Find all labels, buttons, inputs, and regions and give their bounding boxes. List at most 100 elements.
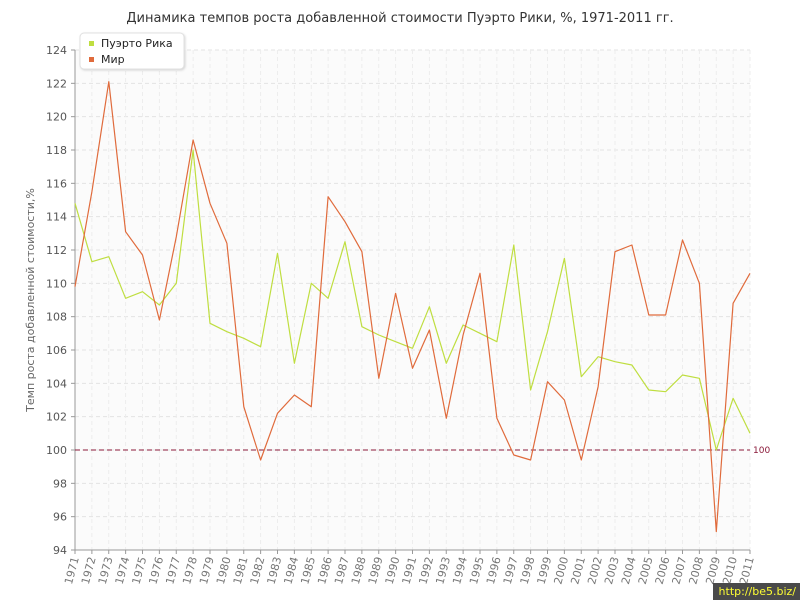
data-point [310, 282, 313, 285]
data-point [276, 252, 279, 255]
data-point [192, 138, 195, 141]
y-tick-label: 124 [46, 44, 67, 57]
reference-line-group: 100 [75, 446, 770, 456]
data-point [512, 243, 515, 246]
data-point [613, 360, 616, 363]
data-point [580, 458, 583, 461]
data-point [343, 220, 346, 223]
data-point [259, 458, 262, 461]
legend-label: Мир [101, 53, 125, 66]
y-tick-label: 94 [53, 544, 67, 557]
data-point [208, 322, 211, 325]
data-point [647, 388, 650, 391]
data-point [175, 235, 178, 238]
data-point [495, 340, 498, 343]
data-point [141, 290, 144, 293]
y-tick-label: 108 [46, 311, 67, 324]
data-point [495, 417, 498, 420]
data-point [664, 390, 667, 393]
data-point [124, 230, 127, 233]
data-point [360, 325, 363, 328]
data-point [563, 257, 566, 260]
series-line-1 [74, 149, 751, 451]
data-point [411, 347, 414, 350]
y-axis-label: Темп роста добавленной стоимости,% [24, 188, 37, 413]
data-point [310, 405, 313, 408]
data-point [377, 333, 380, 336]
data-point [107, 80, 110, 83]
series-line-2 [74, 81, 751, 533]
legend-swatch [89, 57, 94, 62]
data-point [698, 282, 701, 285]
data-point [377, 377, 380, 380]
data-point [411, 367, 414, 370]
data-point [175, 282, 178, 285]
y-tick-label: 120 [46, 111, 67, 124]
data-point [107, 255, 110, 258]
data-point [225, 330, 228, 333]
data-point [563, 398, 566, 401]
data-point [428, 305, 431, 308]
chart-title: Динамика темпов роста добавленной стоимо… [126, 11, 673, 26]
y-tick-label: 112 [46, 244, 67, 257]
data-point [327, 297, 330, 300]
data-point [630, 363, 633, 366]
y-tick-label: 102 [46, 411, 67, 424]
data-point [512, 453, 515, 456]
y-tick-label: 104 [46, 377, 67, 390]
data-point [613, 250, 616, 253]
data-point [73, 285, 76, 288]
y-tick-label: 122 [46, 77, 67, 90]
data-point [141, 253, 144, 256]
data-point [462, 323, 465, 326]
data-point [681, 373, 684, 376]
watermark: http://be5.biz/ [712, 583, 800, 600]
grid [74, 49, 751, 551]
data-point [647, 313, 650, 316]
y-axis-ticks: 94 96 98 100 102 104 106 108 110 112 114 116 118 120 1… [46, 44, 75, 557]
data-point [394, 340, 397, 343]
data-point [360, 250, 363, 253]
data-point [259, 345, 262, 348]
y-tick-label: 118 [46, 144, 67, 157]
data-point [597, 355, 600, 358]
y-tick-label: 100 [46, 444, 67, 457]
data-point [748, 432, 751, 435]
data-point [546, 380, 549, 383]
data-point [478, 272, 481, 275]
data-point [445, 362, 448, 365]
data-point [715, 448, 718, 451]
data-point [445, 417, 448, 420]
data-point [546, 330, 549, 333]
data-point [225, 242, 228, 245]
data-point [478, 332, 481, 335]
legend-label: Пуэрто Рика [101, 37, 173, 50]
data-point [124, 297, 127, 300]
legend-box [79, 32, 185, 70]
data-point [293, 393, 296, 396]
data-point [90, 260, 93, 263]
data-point [343, 240, 346, 243]
data-point [630, 243, 633, 246]
legend-swatch [89, 41, 94, 46]
data-point [715, 530, 718, 533]
data-point [158, 303, 161, 306]
data-point [698, 377, 701, 380]
y-tick-label: 98 [53, 477, 67, 490]
data-point [428, 328, 431, 331]
data-point [158, 318, 161, 321]
data-point [462, 333, 465, 336]
data-point [394, 292, 397, 295]
data-point [293, 362, 296, 365]
data-point [681, 238, 684, 241]
data-point [90, 190, 93, 193]
plot-area [75, 50, 750, 550]
data-point [73, 202, 76, 205]
reference-line-label: 100 [753, 446, 770, 456]
series-group [73, 80, 751, 533]
y-tick-label: 116 [46, 177, 67, 190]
data-point [327, 195, 330, 198]
data-point [732, 302, 735, 305]
